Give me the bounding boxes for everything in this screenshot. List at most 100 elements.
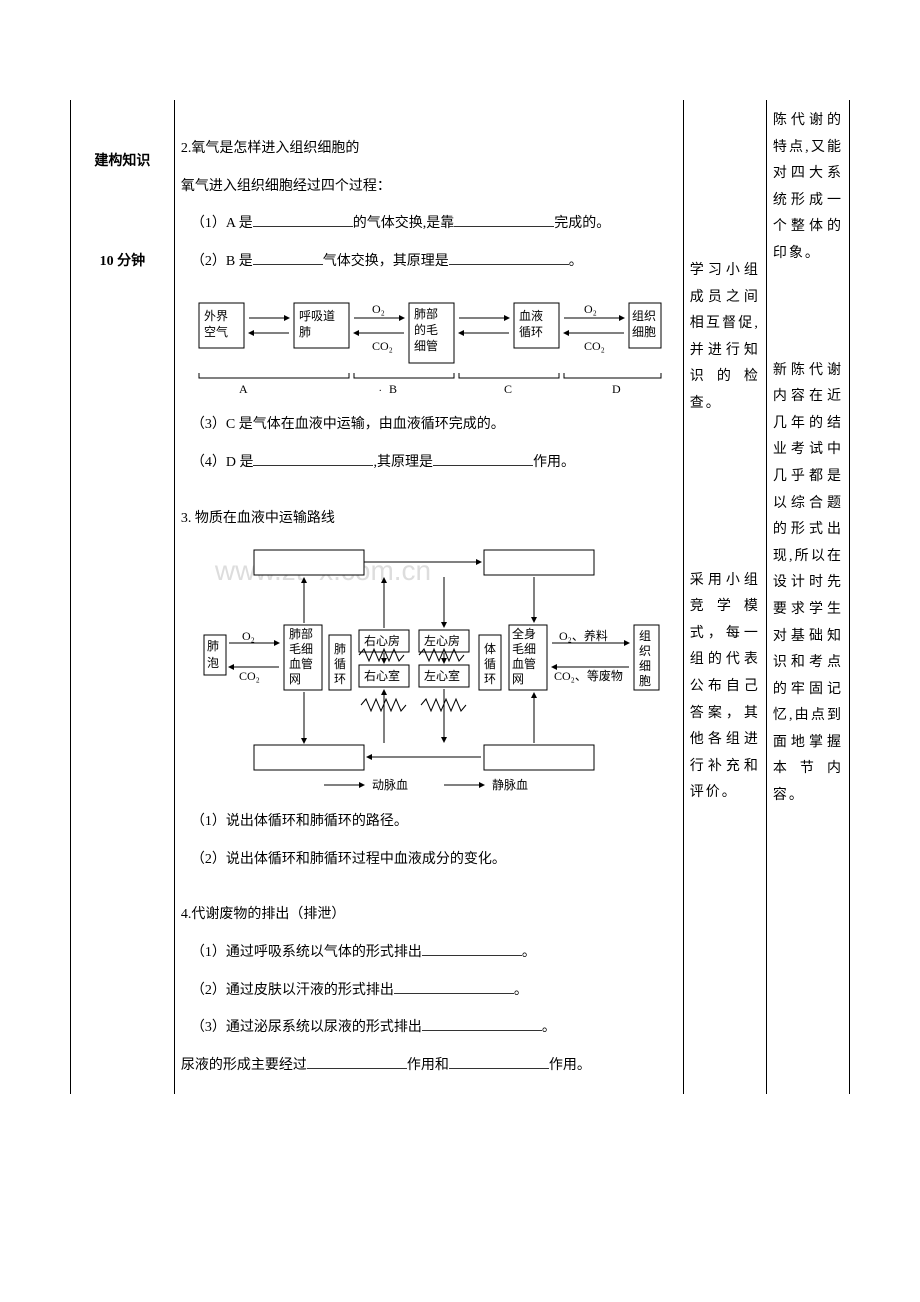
blank (307, 1055, 407, 1069)
col3-block1: 学习小组成员之间相互督促,并进行知识的检查。 (690, 258, 760, 418)
blank (253, 213, 353, 227)
q2-a: （1）A 是 的气体交换,是靠 完成的。 (181, 207, 677, 241)
d1-C: C (504, 382, 512, 396)
blank (454, 213, 554, 227)
d2-pc2: 循 (334, 657, 346, 671)
q4-1: （1）通过呼吸系统以气体的形式排出 。 (181, 936, 677, 970)
d1-lc1: 肺部 (414, 306, 438, 321)
q2-d-end: 作用。 (533, 455, 575, 470)
col4-block2: 新陈代谢内容在近几年的结业考试中几乎都是以综合题的形式出现,所以在设计时先要求学… (773, 358, 843, 810)
q4-u-pre: 尿液的形成主要经过 (181, 1058, 307, 1073)
col2-cell: 2.氧气是怎样进入组织细胞的 氧气进入组织细胞经过四个过程： （1）A 是的气体… (174, 100, 683, 1094)
q2-b-mid: 气体交换，其原理是 (323, 254, 449, 269)
q3-1: （1）说出体循环和肺循环的路径。 (181, 805, 677, 839)
col3-cell: 学习小组成员之间相互督促,并进行知识的检查。 采用小组竞学模式，每一组的代表公布… (683, 100, 766, 1094)
col1-heading: 建构知识 (77, 150, 168, 170)
d2-bcap4: 网 (512, 672, 524, 686)
q4-1-end: 。 (522, 945, 536, 960)
q4-1-pre: （1）通过呼吸系统以气体的形式排出 (191, 945, 422, 960)
d2-lv: 左心室 (424, 668, 460, 683)
q4-3-end: 。 (542, 1020, 556, 1035)
q2-d: （4）D 是 ,其原理是 作用。 (181, 446, 677, 480)
col4-block1: 陈代谢的特点,又能对四大系统形成一个整体的印象。 (773, 108, 843, 268)
q2-d-pre: （4）D 是 (191, 455, 254, 470)
d2-pc1: 肺 (334, 642, 346, 656)
d1-resp2: 肺 (299, 325, 311, 339)
blank (253, 251, 323, 265)
q2-title: 2.氧气是怎样进入组织细胞的 (181, 132, 677, 166)
d2-leg-art: 动脉血 (372, 777, 408, 792)
q2-b: （2）B 是 气体交换，其原理是 。 (181, 245, 677, 279)
d1-air2: 空气 (204, 324, 228, 339)
d2-alv1: 肺 (207, 639, 219, 653)
q4-3-pre: （3）通过泌尿系统以尿液的形式排出 (191, 1020, 422, 1035)
d1-lc2: 的毛 (414, 322, 438, 337)
q2-a-mid: 的气体交换,是靠 (353, 216, 455, 231)
q4-3: （3）通过泌尿系统以尿液的形式排出 。 (181, 1011, 677, 1045)
blank (253, 452, 373, 466)
d1-resp1: 呼吸道 (299, 309, 335, 323)
d1-o2-2: O₂ (584, 302, 597, 316)
d2-ti3: 细 (639, 659, 651, 673)
d2-alv2: 泡 (207, 656, 219, 670)
col3-block2: 采用小组竞学模式，每一组的代表公布自己答案，其他各组进行补充和评价。 (690, 568, 760, 807)
d2-ti1: 组 (639, 629, 651, 643)
d2-lc2: 毛细 (289, 642, 313, 656)
q4-title: 4.代谢废物的排出（排泄） (181, 898, 677, 932)
blank (422, 1017, 542, 1031)
q2-b-pre: （2）B 是 (191, 254, 253, 269)
d1-ti1: 组织 (632, 309, 656, 323)
d2-lc4: 网 (289, 672, 301, 686)
d1-bl2: 循环 (519, 325, 543, 339)
d2-ti4: 胞 (639, 674, 651, 688)
d2-co2w: CO₂、等废物 (554, 668, 623, 683)
blank (449, 1055, 549, 1069)
blank (433, 452, 533, 466)
blank (449, 251, 569, 265)
d2-bc3: 环 (484, 672, 496, 686)
blank (394, 980, 514, 994)
q4-u-end: 作用。 (549, 1058, 591, 1073)
d2-ra: 右心房 (364, 633, 400, 648)
d2-bc2: 循 (484, 657, 496, 671)
diagram-gas-exchange: 外界 空气 呼吸道 肺 肺部 的毛 细管 血液 循环 组织 细胞 (194, 288, 664, 398)
d1-o2-1: O₂ (372, 302, 385, 316)
col1-cell: 建构知识 10 分钟 (71, 100, 175, 1094)
q3-title: 3. 物质在血液中运输路线 (181, 502, 677, 536)
q2-a-end: 完成的。 (554, 216, 610, 231)
col4-cell: 陈代谢的特点,又能对四大系统形成一个整体的印象。 新陈代谢内容在近几年的结业考试… (766, 100, 849, 1094)
q2-b-end: 。 (569, 254, 583, 269)
q4-2-end: 。 (514, 983, 528, 998)
d1-A: A (239, 382, 248, 396)
d2-co2: CO₂ (239, 669, 260, 683)
q4-2-pre: （2）通过皮肤以汗液的形式排出 (191, 983, 394, 998)
d1-co2-1: CO₂ (372, 339, 393, 353)
d2-o2n: O₂、养料 (559, 628, 608, 643)
diagram-circulation: 肺 泡 肺部 毛细 血管 网 肺 循 环 右心房 左心房 右心室 (194, 545, 664, 795)
d1-ti2: 细胞 (632, 325, 656, 339)
d2-pc3: 环 (334, 672, 346, 686)
d1-co2-2: CO₂ (584, 339, 605, 353)
d2-lc1: 肺部 (289, 626, 313, 641)
d2-ti2: 织 (639, 644, 651, 658)
d1-B: B (389, 382, 397, 396)
q4-u-mid: 作用和 (407, 1058, 449, 1073)
d2-bcap3: 血管 (512, 656, 536, 671)
main-table: 建构知识 10 分钟 2.氧气是怎样进入组织细胞的 氧气进入组织细胞经过四个过程… (70, 100, 850, 1094)
d1-lc3: 细管 (414, 338, 438, 353)
q4-urine: 尿液的形成主要经过 作用和 作用。 (181, 1049, 677, 1083)
d2-o2: O₂ (242, 629, 255, 643)
q2-a-pre: （1）A 是 (191, 216, 253, 231)
d2-bc1: 体 (484, 642, 496, 656)
svg-text:.: . (379, 383, 382, 394)
q3-2: （2）说出体循环和肺循环过程中血液成分的变化。 (181, 843, 677, 877)
d2-rv: 右心室 (364, 668, 400, 683)
blank (422, 942, 522, 956)
d2-bcap2: 毛细 (512, 642, 536, 656)
d2-la: 左心房 (424, 633, 460, 648)
d1-air1: 外界 (204, 309, 228, 323)
d2-bcap1: 全身 (512, 626, 536, 641)
q4-2: （2）通过皮肤以汗液的形式排出 。 (181, 974, 677, 1008)
q2-d-mid: ,其原理是 (373, 455, 433, 470)
d1-D: D (612, 382, 621, 396)
